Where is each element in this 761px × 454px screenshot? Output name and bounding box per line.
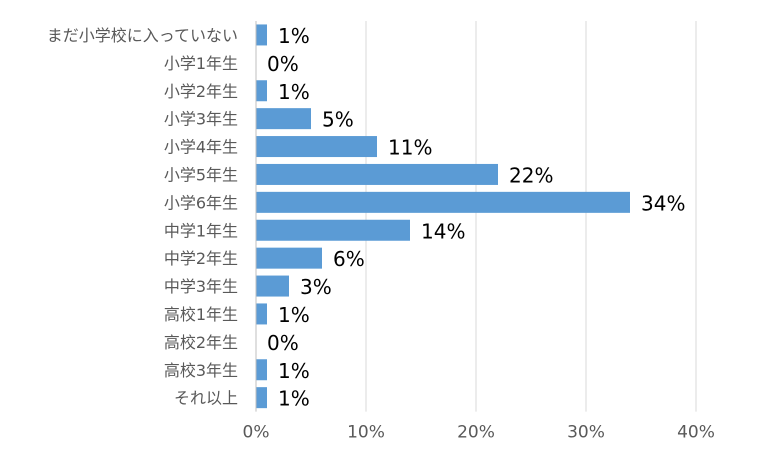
x-tick-label: 20%: [457, 423, 495, 443]
bar: [256, 108, 311, 130]
category-label: 高校1年生: [164, 305, 238, 324]
category-label: 中学1年生: [164, 221, 238, 240]
bar: [256, 191, 630, 213]
bar: [256, 24, 267, 46]
bar: [256, 275, 289, 297]
bar: [256, 80, 267, 102]
category-label: それ以上: [174, 389, 238, 408]
category-label: 高校3年生: [164, 361, 238, 380]
data-label: 22%: [509, 163, 553, 187]
category-label: まだ小学校に入っていない: [47, 26, 238, 45]
bar: [256, 359, 267, 381]
data-label: 14%: [421, 219, 465, 243]
x-tick-label: 30%: [567, 423, 605, 443]
category-label: 小学5年生: [164, 165, 238, 184]
data-label: 1%: [278, 24, 310, 48]
data-label: 1%: [278, 359, 310, 383]
bar: [256, 387, 267, 409]
category-label: 高校2年生: [164, 333, 238, 352]
bar: [256, 219, 410, 241]
data-label: 6%: [333, 247, 365, 271]
grid-layer: [365, 21, 697, 412]
category-label: 小学2年生: [164, 82, 238, 101]
bar: [256, 247, 322, 269]
data-label: 1%: [278, 303, 310, 327]
bar: [256, 303, 267, 325]
x-tick-label: 10%: [347, 423, 385, 443]
category-label: 小学6年生: [164, 193, 238, 212]
data-label: 0%: [267, 331, 299, 355]
data-label: 1%: [278, 387, 310, 411]
x-tick-label: 40%: [677, 423, 715, 443]
bar: [256, 136, 377, 158]
data-label: 5%: [322, 108, 354, 132]
data-label: 34%: [641, 191, 685, 215]
data-label: 1%: [278, 80, 310, 104]
category-label: 小学1年生: [164, 54, 238, 73]
category-label: 中学3年生: [164, 277, 238, 296]
data-label: 0%: [267, 52, 299, 76]
axis-layer: 0% 10% 20% 30% 40%: [243, 21, 715, 443]
category-label: 小学4年生: [164, 138, 238, 157]
category-label: 小学3年生: [164, 110, 238, 129]
category-label: 中学2年生: [164, 249, 238, 268]
bar: [256, 163, 498, 185]
data-label: 11%: [388, 136, 432, 160]
bar-layer: [256, 24, 630, 409]
label-layer: まだ小学校に入っていない 1% 小学1年生 0% 小学2年生 1% 小学3年生 5% 小学4年生…: [47, 24, 686, 411]
data-label: 3%: [300, 275, 332, 299]
x-tick-label: 0%: [243, 423, 270, 443]
